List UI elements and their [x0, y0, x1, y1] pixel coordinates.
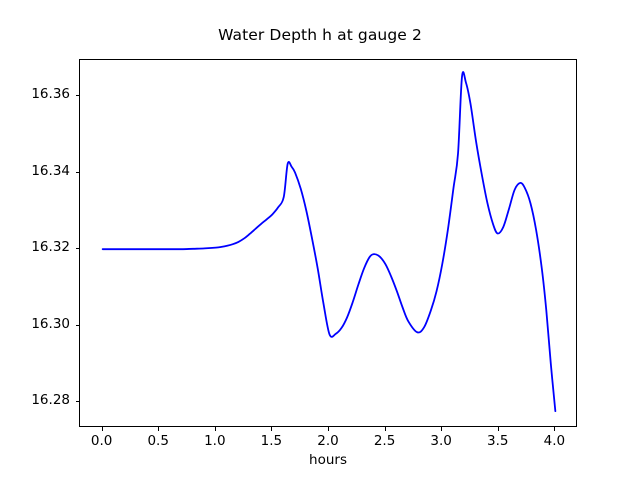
x-tick-label: 2.5	[373, 433, 396, 449]
y-tick-mark	[75, 401, 79, 403]
x-tick-label: 3.0	[430, 433, 452, 449]
x-tick-mark	[497, 427, 499, 431]
y-tick-mark	[75, 324, 79, 326]
x-tick-mark	[158, 427, 160, 431]
y-tick-label: 16.34	[31, 162, 70, 179]
line-chart-svg	[101, 71, 557, 413]
x-tick-label: 0.5	[147, 433, 169, 449]
x-tick-label: 1.5	[260, 433, 283, 449]
x-tick-label: 2.0	[317, 433, 339, 449]
x-tick-label: 1.0	[204, 433, 226, 449]
x-tick-mark	[214, 427, 216, 431]
y-tick-mark	[75, 248, 79, 250]
x-tick-label: 4.0	[543, 433, 566, 449]
data-series-line	[101, 71, 557, 413]
x-tick-label: 3.5	[487, 433, 509, 449]
x-tick-mark	[384, 427, 386, 431]
y-tick-label: 16.28	[31, 392, 70, 409]
y-tick-label: 16.36	[31, 85, 70, 102]
y-tick-label: 16.30	[31, 315, 70, 332]
x-axis-label: hours	[309, 452, 347, 468]
y-tick-mark	[75, 171, 79, 173]
x-tick-label: 0.0	[90, 433, 113, 449]
x-tick-mark	[101, 427, 103, 431]
page-title: Water Depth h at gauge 2	[218, 26, 422, 44]
y-tick-mark	[75, 94, 79, 96]
plot-area	[79, 59, 577, 427]
x-tick-mark	[328, 427, 329, 431]
y-tick-label: 16.32	[31, 239, 70, 256]
x-tick-mark	[554, 427, 556, 431]
x-tick-mark	[271, 427, 273, 431]
x-tick-mark	[441, 427, 443, 431]
